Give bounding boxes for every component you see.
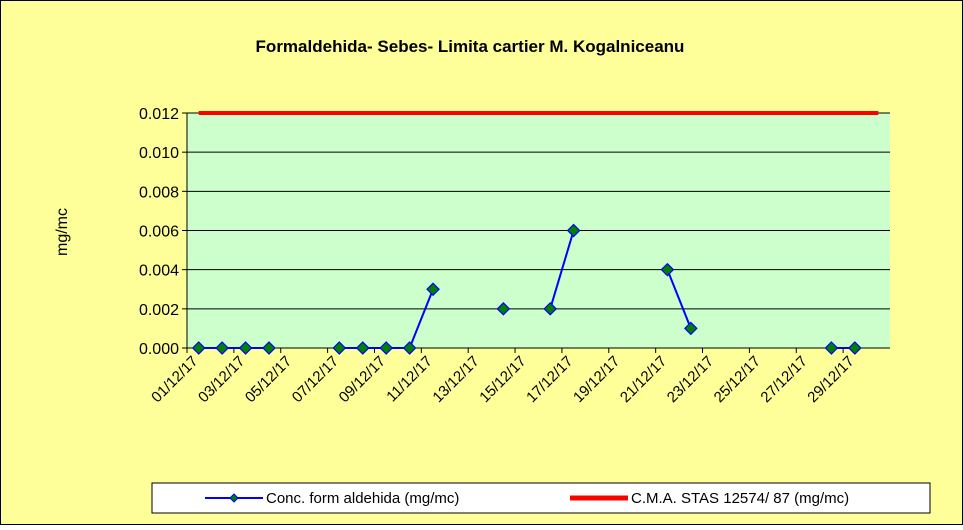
y-tick-label: 0.002 (139, 302, 179, 319)
y-tick-label: 0.000 (139, 341, 179, 358)
data-point (332, 341, 347, 355)
legend-label: Conc. form aldehida (mg/mc) (266, 490, 459, 507)
y-tick-label: 0.012 (139, 106, 179, 123)
y-tick-label: 0.004 (139, 263, 179, 280)
data-point (426, 282, 440, 297)
data-point (496, 301, 511, 316)
y-tick-label: 0.006 (139, 224, 179, 241)
data-point (566, 223, 581, 238)
data-point (379, 341, 394, 355)
data-point (355, 341, 370, 355)
data-point (215, 341, 229, 355)
data-point (683, 321, 698, 336)
data-point (238, 341, 253, 355)
y-tick-label: 0.008 (139, 184, 179, 201)
y-tick-label: 0.010 (139, 145, 179, 162)
legend-label: C.M.A. STAS 12574/ 87 (mg/mc) (631, 490, 849, 507)
legend (151, 482, 931, 514)
data-point (660, 262, 675, 277)
y-axis-label: mg/mc (54, 208, 71, 256)
data-point (848, 341, 862, 355)
data-point (824, 341, 839, 355)
data-point (543, 301, 558, 316)
legend-marker (229, 493, 239, 503)
data-point (402, 341, 417, 355)
data-point (191, 341, 206, 355)
chart-title: Formaldehida- Sebes- Limita cartier M. K… (256, 37, 685, 56)
data-point (262, 341, 276, 355)
